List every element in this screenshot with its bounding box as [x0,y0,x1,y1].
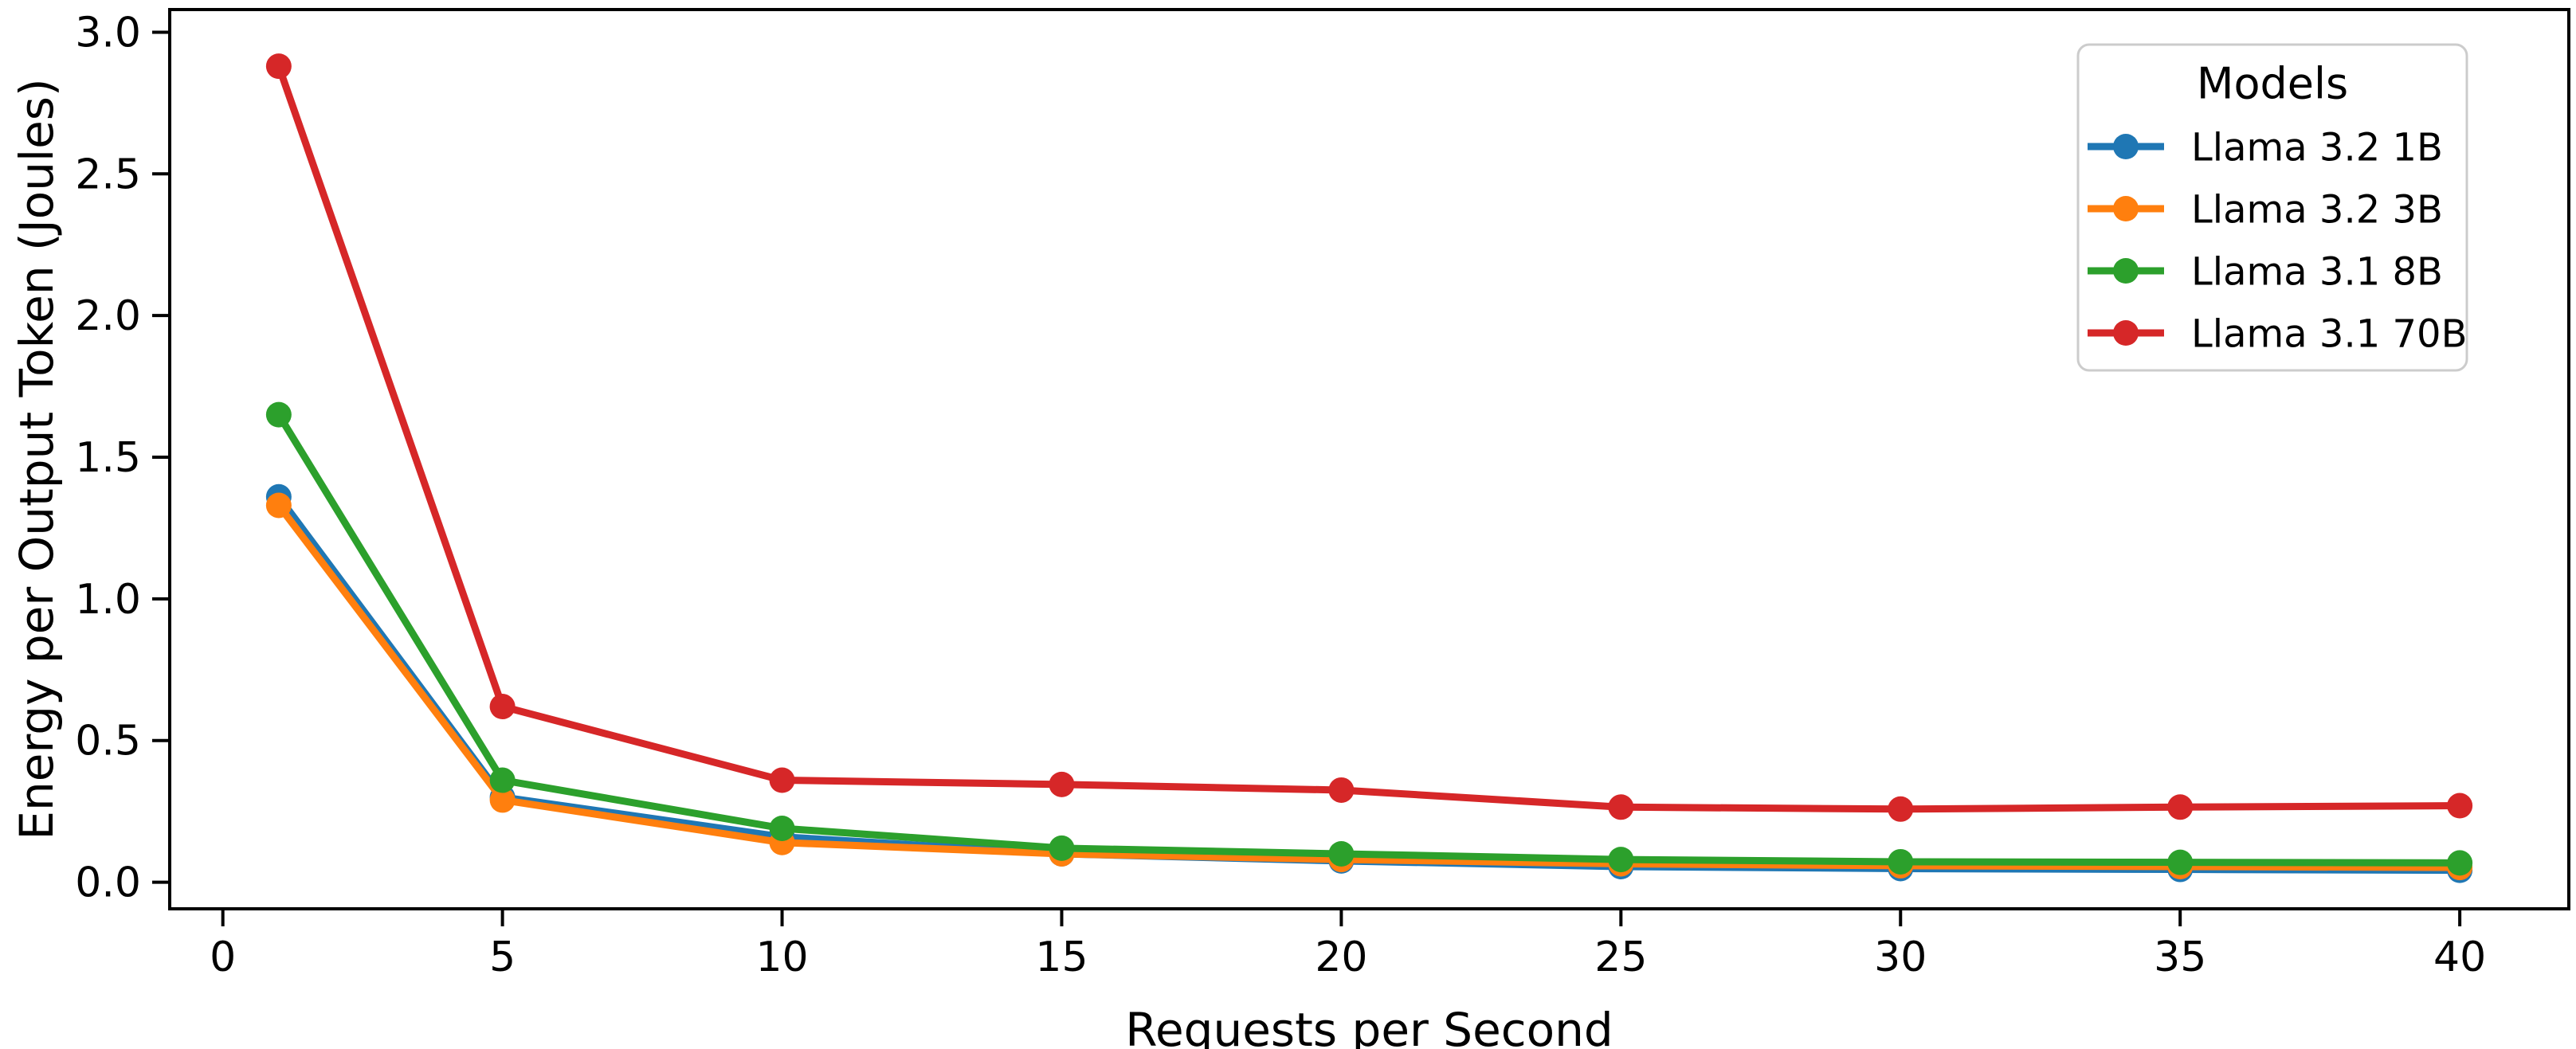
legend-marker [2113,258,2139,284]
legend-entry: Llama 3.2 3B [2088,187,2443,232]
legend-entry-label: Llama 3.2 1B [2191,125,2443,170]
data-point [2167,849,2194,875]
x-tick-label: 10 [755,934,808,981]
data-point [1888,796,1914,822]
data-point [1888,848,1914,875]
y-tick-label: 2.0 [75,292,141,340]
series-llama-3-1-70b [265,53,2473,822]
data-point [489,694,516,720]
y-tick-label: 2.5 [75,151,141,198]
legend-entry: Llama 3.1 8B [2088,249,2443,294]
plot-area-border [168,8,2570,910]
y-tick-label: 0.5 [75,718,141,765]
x-tick-label: 35 [2154,934,2206,981]
legend-entry-label: Llama 3.2 3B [2191,187,2443,232]
data-point [1328,777,1355,803]
legend-entry-label: Llama 3.1 8B [2191,249,2443,294]
x-tick-label: 40 [2433,934,2486,981]
y-tick-label: 3.0 [75,9,141,57]
y-tick-label: 0.0 [75,859,141,907]
legend-entry: Llama 3.1 70B [2088,311,2468,356]
data-point [1608,794,1634,820]
series-llama-3-2-1b [265,483,2473,883]
x-tick-label: 15 [1035,934,1088,981]
x-axis-label: Requests per Second [1125,1003,1613,1049]
data-point [1608,847,1634,873]
y-tick-label: 1.0 [75,576,141,624]
legend-title: Models [2197,58,2348,108]
data-point [2447,850,2473,876]
x-tick-label: 5 [489,934,516,981]
data-point [265,492,292,519]
data-point [265,53,292,80]
legend-marker [2113,134,2139,159]
legend: Models Llama 3.2 1B Llama 3.2 3B Llama 3.1 … [2076,43,2468,372]
legend-marker [2113,196,2139,221]
data-point [1049,835,1075,861]
x-tick-label: 0 [210,934,236,981]
y-axis-label: Energy per Output Token (Joules) [10,78,64,840]
series-line [275,411,2464,867]
data-point [2447,793,2473,819]
x-tick-label: 25 [1594,934,1647,981]
legend-box [2076,43,2468,372]
series-llama-3-1-8b [265,401,2473,876]
data-point [1049,771,1075,797]
legend-marker [2113,320,2139,346]
legend-entry-label: Llama 3.1 70B [2191,311,2468,356]
data-point [2167,794,2194,820]
data-point [1328,840,1355,867]
legend-entry: Llama 3.2 1B [2088,125,2443,170]
data-point [489,767,516,793]
y-tick-label: 1.5 [75,434,141,482]
x-tick-label: 30 [1874,934,1927,981]
data-point [265,401,292,428]
data-point [489,787,516,813]
series-line [275,501,2464,871]
data-point [769,815,795,841]
data-point [769,767,795,793]
x-tick-label: 20 [1315,934,1367,981]
series-llama-3-2-3b [265,492,2473,881]
